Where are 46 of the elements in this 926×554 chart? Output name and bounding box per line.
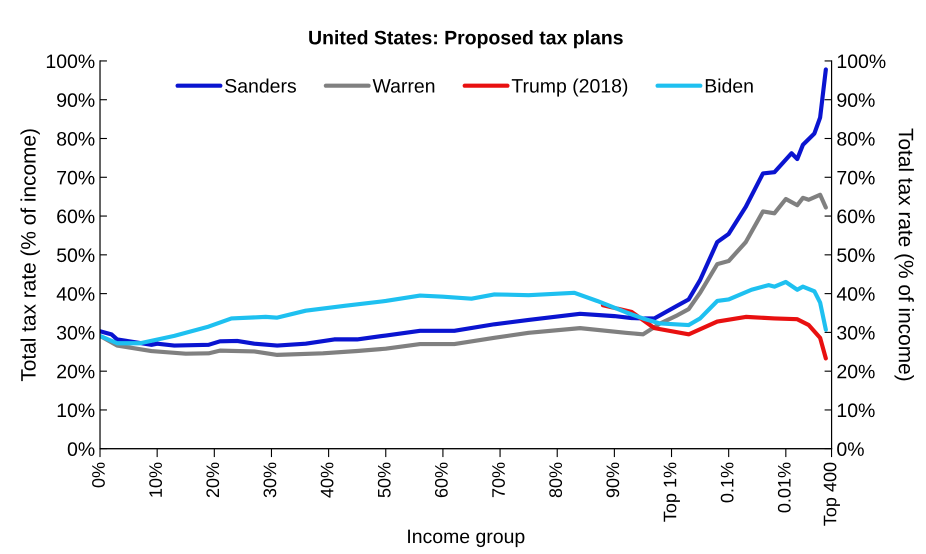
- x-axis-title: Income group: [408, 530, 524, 548]
- y-tick-label: 0%: [68, 442, 94, 456]
- y2-tick-label: 10%: [838, 403, 875, 418]
- y2-tick-label: 20%: [837, 364, 875, 378]
- x-tick-label: 90%: [606, 462, 620, 498]
- y-tick-label: 40%: [56, 287, 94, 301]
- y2-tick-label: 90%: [837, 93, 875, 107]
- y-tick-label: 70%: [57, 170, 94, 185]
- y-tick-label: 20%: [57, 364, 94, 378]
- y2-tick-label: 70%: [837, 170, 875, 185]
- line-series: [100, 192, 828, 357]
- legend-label: Trump (2018): [512, 78, 628, 97]
- y2-tick-label: 60%: [837, 210, 875, 224]
- y2-tick-label: 80%: [837, 132, 875, 146]
- y-tick-label: 90%: [57, 93, 94, 107]
- y2-tick-label: 100%: [838, 54, 886, 68]
- legend-label: Biden: [706, 78, 753, 93]
- x-tick-label: 70%: [492, 462, 505, 498]
- y-tick-label: 100%: [46, 54, 94, 68]
- x-tick-label: 0.01%: [778, 462, 791, 512]
- x-tick-label: 20%: [206, 462, 220, 498]
- line-series: [100, 67, 828, 348]
- y2-tick-label: 40%: [836, 287, 875, 301]
- y-tick-label: 60%: [57, 210, 94, 224]
- y-tick-label: 30%: [56, 326, 94, 340]
- y2-tick-label: 50%: [837, 248, 875, 262]
- chart-title: United States: Proposed tax plans: [309, 30, 623, 48]
- x-tick-label: 60%: [434, 462, 448, 498]
- y-axis-title: Total tax rate (% of income): [20, 129, 40, 382]
- line-series: [100, 280, 828, 346]
- legend-label: Sanders: [225, 78, 296, 93]
- x-tick-label: 80%: [549, 462, 562, 498]
- x-tick-label: 10%: [149, 462, 162, 497]
- x-tick-label: 30%: [264, 462, 276, 498]
- y2-tick-label: 30%: [837, 326, 875, 340]
- y-tick-label: 80%: [57, 132, 94, 146]
- y2-axis-title: Total tax rate (% of income): [894, 128, 914, 380]
- legend-label: Warren: [372, 79, 434, 93]
- x-tick-label: Top 400: [824, 462, 840, 526]
- x-tick-label: 40%: [320, 462, 334, 498]
- x-tick-label: Top 1%: [664, 462, 680, 522]
- y2-tick-label: 0%: [837, 442, 864, 456]
- y-tick-label: 10%: [58, 403, 94, 418]
- x-tick-label: 0.1%: [720, 462, 734, 502]
- y-tick-label: 50%: [57, 248, 94, 262]
- x-tick-label: 50%: [378, 462, 391, 498]
